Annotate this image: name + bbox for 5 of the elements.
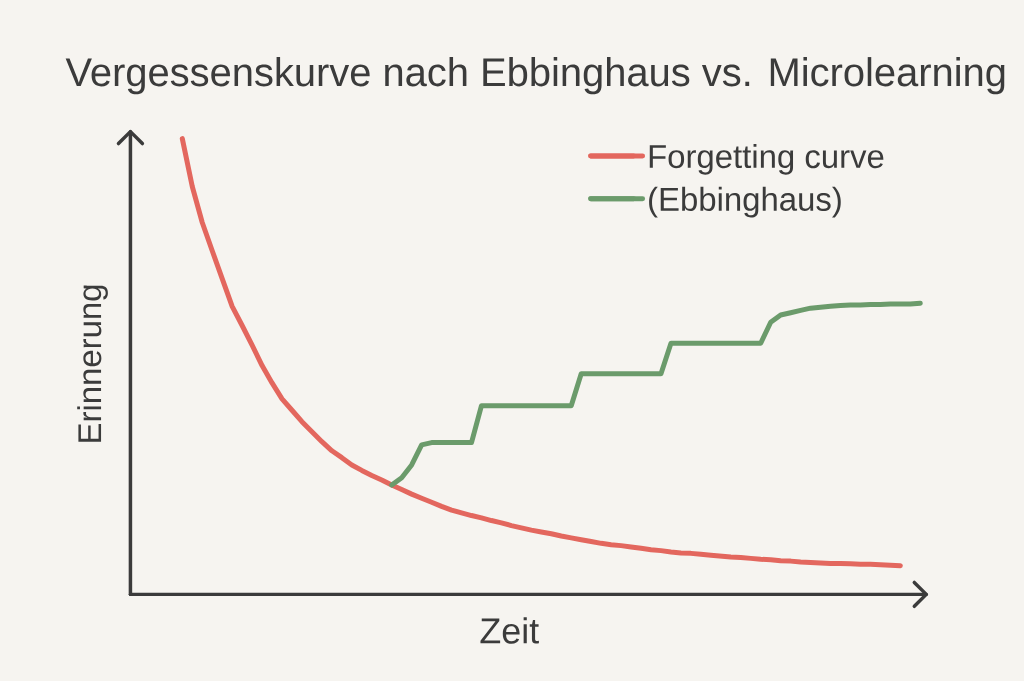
- x-axis-title: Zeit: [480, 617, 539, 644]
- y-axis-title: Erinnerung: [77, 285, 108, 442]
- chart-title: Vergessenskurve nach Ebbinghaus vs. Microlearning: [65, 57, 1005, 95]
- legend-label: (Ebbinghaus): [649, 186, 841, 218]
- legend-label: Forgetting curve: [649, 143, 884, 175]
